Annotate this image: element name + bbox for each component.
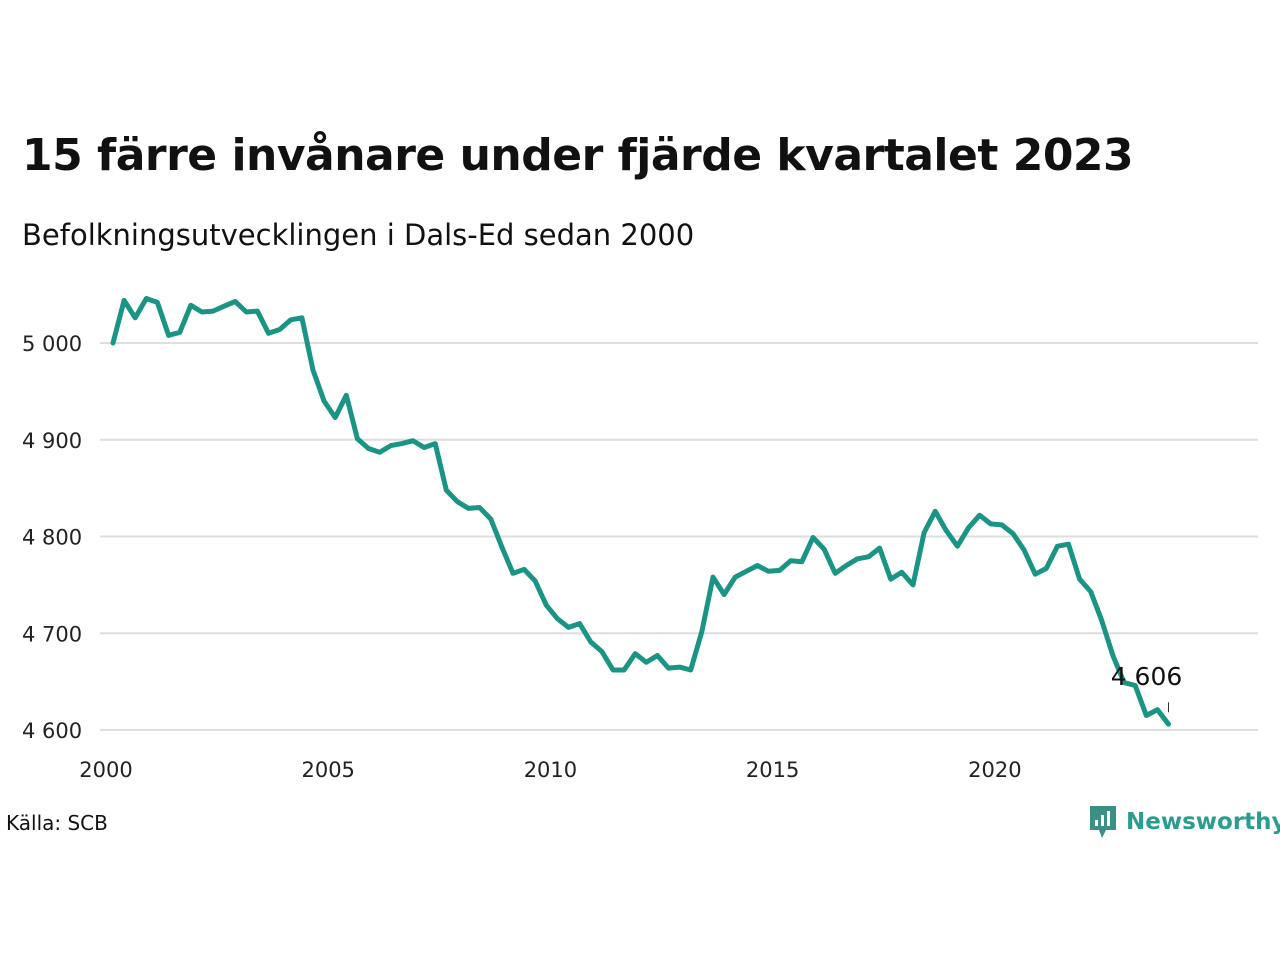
y-tick-label: 5 000: [22, 332, 82, 356]
gridlines: [100, 342, 1258, 731]
brand-logo: Newsworthy: [1088, 804, 1280, 840]
y-tick-label: 4 900: [22, 429, 82, 453]
chart-subtitle: Befolkningsutvecklingen i Dals-Ed sedan …: [22, 218, 695, 252]
y-tick-label: 4 800: [22, 526, 82, 550]
y-axis: 4 600 4 700 4 800 4 900 5 000: [22, 332, 82, 743]
brand-name: Newsworthy: [1126, 809, 1280, 835]
x-tick-label: 2005: [301, 758, 354, 782]
x-tick-label: 2010: [524, 758, 577, 782]
x-tick-label: 2000: [79, 758, 132, 782]
series-line: [110, 296, 1171, 727]
x-tick-label: 2020: [968, 758, 1021, 782]
y-tick-label: 4 700: [22, 622, 82, 646]
y-tick-label: 4 600: [22, 719, 82, 743]
x-tick-label: 2015: [746, 758, 799, 782]
end-value-label: 4 606: [1111, 662, 1183, 691]
source-note: Källa: SCB: [6, 811, 108, 835]
newsworthy-logo-icon: [1090, 806, 1116, 838]
chart-title: 15 färre invånare under fjärde kvartalet…: [22, 130, 1134, 181]
x-axis: 2000 2005 2010 2015 2020: [79, 758, 1021, 782]
